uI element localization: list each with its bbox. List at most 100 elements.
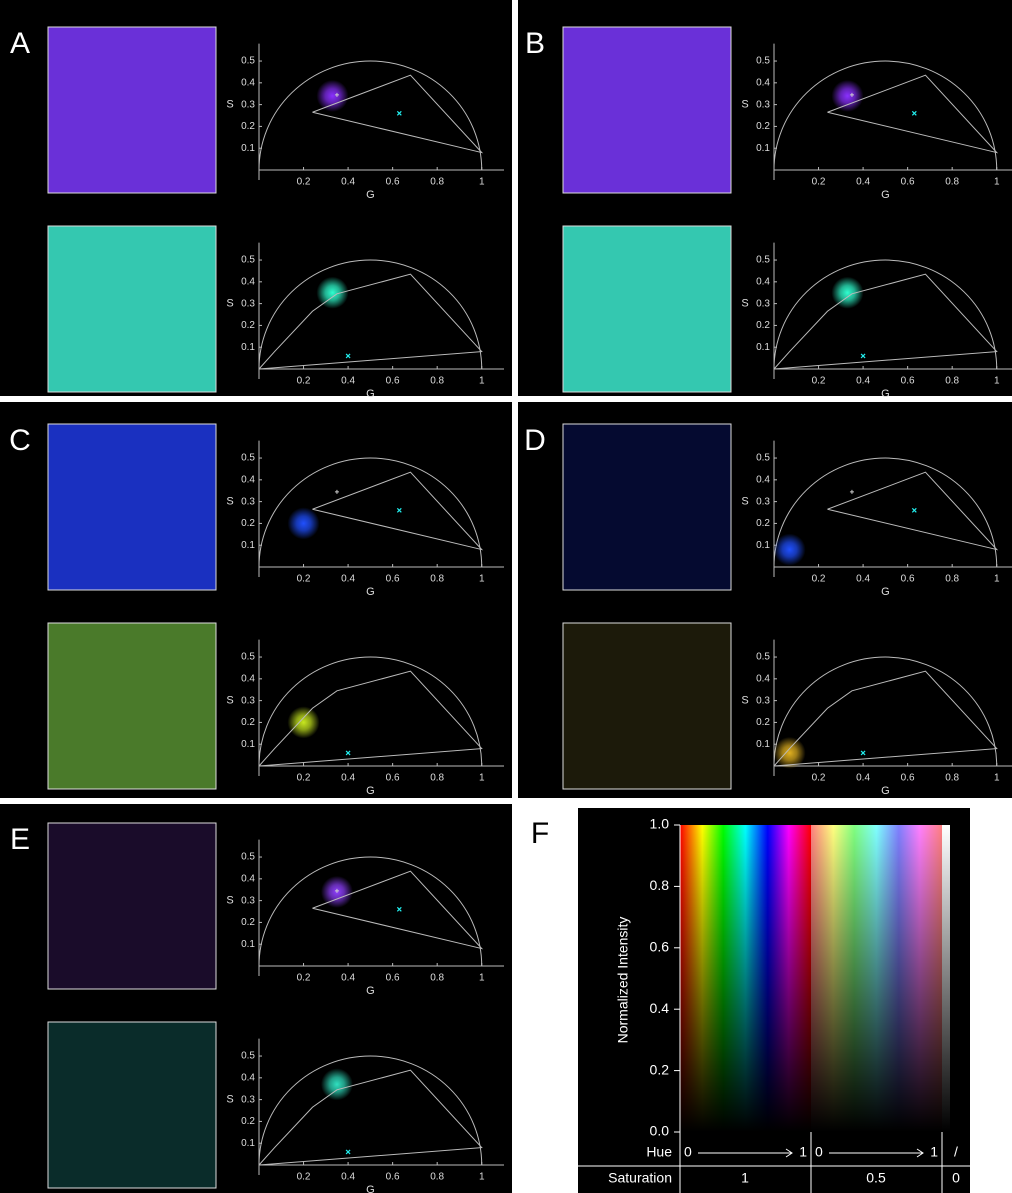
y-tick-label: 0.2 [756,717,770,728]
y-tick-label: 0.1 [241,739,255,750]
x-tick-label: 0.2 [297,177,311,188]
x-tick-label: 1 [479,177,485,188]
y-tick-label: 0.4 [756,474,770,485]
x-tick-label: 0.4 [856,177,870,188]
x-axis-label: G [881,189,890,201]
y-tick-label: 0.3 [241,695,255,706]
x-tick-label: 0.8 [430,177,444,188]
x-tick-label: 0.8 [430,773,444,784]
saturation-value: 0.5 [866,1170,886,1186]
panel-label: B [525,27,545,60]
phasor-cluster [321,1068,353,1100]
image [563,27,731,193]
x-tick-label: 1 [994,574,1000,585]
y-tick-label: 0.1 [241,939,255,950]
panel-label: E [10,823,30,856]
x-tick-label: 0.8 [430,973,444,984]
image [563,226,731,392]
x-tick-label: 0.4 [341,177,355,188]
x-tick-label: 0.6 [386,973,400,984]
image [48,623,216,789]
y-tick-label: 0.4 [756,276,770,287]
y-tick-label: 0.5 [756,453,770,464]
y-tick-label: 0.1 [241,342,255,353]
x-axis-label: G [366,785,375,797]
x-tick-label: 0.2 [297,1172,311,1183]
y-tick-label: 0.5 [756,652,770,663]
y-tick-label: 0.1 [756,143,770,154]
phasor-cluster [288,507,320,539]
image [563,623,731,789]
y-tick-label: 1.0 [650,816,670,832]
image [48,823,216,989]
x-tick-label: 0.2 [812,376,826,387]
y-tick-label: 0.2 [241,121,255,132]
panel-label: D [524,424,546,457]
y-tick-label: 0.1 [241,540,255,551]
hue-start: 0 [684,1144,692,1160]
colorbar-panel [680,825,950,1132]
phasor-cluster [832,80,864,112]
y-tick-label: 0.2 [650,1061,670,1077]
image [48,424,216,590]
y-axis-label: S [226,298,233,310]
x-axis-label: G [366,1184,375,1193]
hue-end: 1 [799,1144,807,1160]
phasor-cluster [288,706,320,738]
y-axis-label: S [226,695,233,707]
figure: A 0.2 0.4 0.6 0.8 1 0.1 0.2 0.3 0.4 0.5 G S 0.2 0.4 0.6… [0,0,1012,1193]
x-tick-label: 0.4 [341,376,355,387]
y-axis-label: Normalized Intensity [615,917,631,1044]
x-axis-label: G [881,785,890,797]
x-tick-label: 0.8 [430,1172,444,1183]
x-tick-label: 0.2 [812,773,826,784]
y-tick-label: 0.2 [241,320,255,331]
x-tick-label: 0.8 [945,574,959,585]
y-tick-label: 0.3 [241,298,255,309]
y-tick-label: 0.3 [756,496,770,507]
image [48,27,216,193]
panel-label: A [10,27,30,60]
image [48,226,216,392]
x-tick-label: 1 [479,973,485,984]
y-axis-label: S [741,298,748,310]
image [563,424,731,590]
y-tick-label: 0.1 [756,540,770,551]
phasor-cluster [832,277,864,309]
gray-bar [942,825,950,1132]
x-tick-label: 0.6 [386,574,400,585]
x-tick-label: 0.6 [386,1172,400,1183]
phasor-cluster [317,277,349,309]
image [48,1022,216,1188]
y-tick-label: 0.0 [650,1123,670,1139]
y-tick-label: 0.4 [241,1072,255,1083]
y-tick-label: 0.3 [756,298,770,309]
x-tick-label: 0.8 [945,376,959,387]
x-tick-label: 0.2 [297,973,311,984]
y-tick-label: 0.4 [756,673,770,684]
row-label: Saturation [608,1170,672,1186]
y-tick-label: 0.2 [241,917,255,928]
y-tick-label: 0.3 [756,99,770,110]
x-axis-label: G [881,586,890,598]
y-tick-label: 0.4 [241,673,255,684]
x-tick-label: 0.6 [386,773,400,784]
y-tick-label: 0.2 [241,1116,255,1127]
y-tick-label: 0.5 [241,453,255,464]
y-tick-label: 0.2 [241,717,255,728]
x-tick-label: 0.4 [856,376,870,387]
x-tick-label: 0.4 [341,773,355,784]
y-axis-label: S [226,496,233,508]
y-tick-label: 0.2 [756,121,770,132]
y-axis-label: S [741,496,748,508]
y-tick-label: 0.4 [241,474,255,485]
y-axis-label: S [741,99,748,111]
x-axis-label: G [366,189,375,201]
x-tick-label: 1 [479,376,485,387]
x-tick-label: 1 [994,376,1000,387]
y-tick-label: 0.4 [756,77,770,88]
y-axis-label: S [226,1094,233,1106]
y-tick-label: 0.5 [756,255,770,266]
y-tick-label: 0.8 [650,877,670,893]
x-axis-label: G [366,586,375,598]
